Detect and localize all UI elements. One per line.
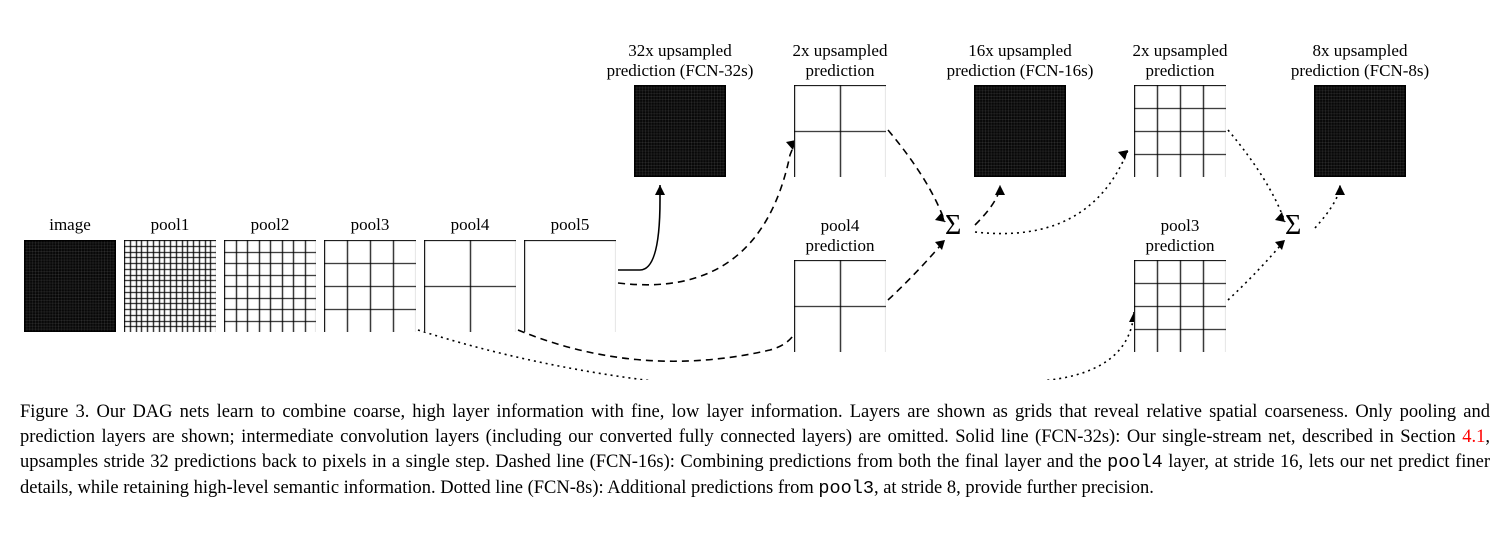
arrow-dashed-5 xyxy=(975,185,1000,225)
label-pool3pred: pool3prediction xyxy=(1120,216,1240,255)
label-up2a: 2x upsampledprediction xyxy=(740,41,940,80)
arrowhead-8 xyxy=(1275,212,1285,222)
sigma2: Σ xyxy=(1285,210,1301,242)
caption-mono-1: pool4 xyxy=(1107,452,1163,473)
arrowhead-10 xyxy=(1335,185,1345,195)
arrowhead-0 xyxy=(655,185,665,195)
arrow-dotted-8 xyxy=(1228,130,1285,222)
block-pool4pred xyxy=(794,260,886,352)
sigma1: Σ xyxy=(945,210,961,242)
arrowhead-9 xyxy=(1275,240,1285,250)
label-pool5: pool5 xyxy=(470,215,670,235)
block-pred32 xyxy=(634,85,726,177)
block-pool4 xyxy=(424,240,516,332)
arrowhead-4 xyxy=(935,240,945,250)
figure-caption: Figure 3. Our DAG nets learn to combine … xyxy=(20,400,1490,502)
block-pool1 xyxy=(124,240,216,332)
arrow-dotted-10 xyxy=(1315,185,1340,228)
block-pred8 xyxy=(1314,85,1406,177)
block-pool3pred xyxy=(1134,260,1226,352)
block-pool5 xyxy=(524,240,616,332)
caption-text-4: , at stride 8, provide further precision… xyxy=(874,478,1154,498)
block-up2a xyxy=(794,85,886,177)
label-pool4pred: pool4prediction xyxy=(780,216,900,255)
fcn-diagram: imagepool1pool2pool3pool4pool532x upsamp… xyxy=(0,0,1509,380)
block-pred16 xyxy=(974,85,1066,177)
caption-mono-2: pool3 xyxy=(818,478,874,499)
block-pool2 xyxy=(224,240,316,332)
arrowhead-3 xyxy=(935,212,945,222)
label-pred8: 8x upsampledprediction (FCN-8s) xyxy=(1260,41,1460,80)
block-up2b xyxy=(1134,85,1226,177)
arrowhead-5 xyxy=(995,185,1005,195)
caption-text-1: Figure 3. Our DAG nets learn to combine … xyxy=(20,402,1490,447)
arrow-dashed-3 xyxy=(888,130,945,222)
block-image xyxy=(24,240,116,332)
label-up2b: 2x upsampledprediction xyxy=(1080,41,1280,80)
arrowhead-6 xyxy=(1118,150,1128,160)
caption-section-ref: 4.1 xyxy=(1462,427,1485,447)
block-pool3 xyxy=(324,240,416,332)
